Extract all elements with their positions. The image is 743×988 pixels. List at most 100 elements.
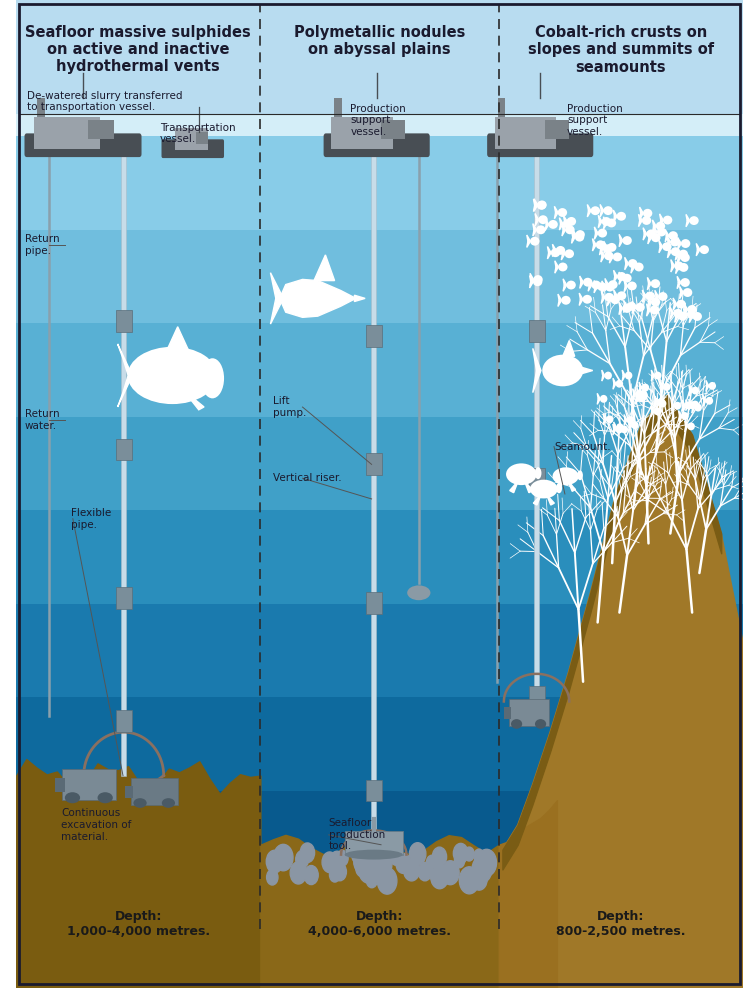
Bar — [16, 82, 743, 109]
Ellipse shape — [606, 416, 614, 424]
Circle shape — [296, 851, 308, 868]
Polygon shape — [660, 220, 663, 226]
Bar — [62, 769, 116, 800]
Polygon shape — [638, 220, 642, 226]
Circle shape — [273, 845, 293, 870]
Polygon shape — [613, 430, 616, 435]
Polygon shape — [678, 237, 681, 244]
Polygon shape — [279, 280, 356, 317]
Polygon shape — [647, 278, 651, 284]
Polygon shape — [580, 276, 583, 283]
Polygon shape — [684, 314, 687, 321]
Polygon shape — [637, 395, 640, 401]
Polygon shape — [555, 267, 559, 274]
Ellipse shape — [674, 262, 684, 271]
Polygon shape — [675, 316, 678, 322]
Bar — [16, 109, 743, 136]
Polygon shape — [659, 240, 663, 247]
Polygon shape — [601, 256, 605, 262]
Polygon shape — [619, 240, 623, 247]
Ellipse shape — [613, 253, 622, 262]
Ellipse shape — [609, 281, 617, 289]
Polygon shape — [604, 241, 607, 247]
Circle shape — [455, 854, 464, 867]
Polygon shape — [580, 299, 583, 305]
Bar — [16, 54, 743, 82]
Polygon shape — [646, 303, 650, 310]
Polygon shape — [559, 217, 563, 224]
Polygon shape — [183, 389, 204, 410]
Polygon shape — [647, 284, 651, 289]
Polygon shape — [684, 303, 687, 309]
Bar — [16, 511, 743, 604]
Polygon shape — [623, 306, 627, 312]
Polygon shape — [667, 242, 670, 248]
Polygon shape — [609, 257, 613, 263]
Polygon shape — [624, 420, 627, 426]
Polygon shape — [624, 286, 628, 292]
Polygon shape — [690, 310, 693, 316]
Polygon shape — [563, 221, 567, 227]
Polygon shape — [167, 327, 188, 350]
Ellipse shape — [651, 297, 661, 306]
Ellipse shape — [640, 390, 647, 398]
Ellipse shape — [535, 467, 542, 479]
Polygon shape — [653, 226, 657, 232]
Polygon shape — [651, 406, 654, 411]
Polygon shape — [553, 244, 556, 250]
Ellipse shape — [602, 217, 611, 226]
Polygon shape — [607, 299, 611, 306]
Ellipse shape — [662, 242, 672, 251]
Bar — [175, 128, 207, 150]
Polygon shape — [594, 227, 598, 233]
Bar — [16, 417, 743, 511]
Polygon shape — [613, 216, 617, 222]
Polygon shape — [602, 288, 606, 293]
Ellipse shape — [583, 294, 592, 303]
Ellipse shape — [635, 263, 643, 272]
Polygon shape — [677, 258, 681, 264]
Ellipse shape — [631, 421, 639, 429]
Ellipse shape — [663, 215, 672, 224]
Polygon shape — [625, 264, 629, 270]
Polygon shape — [665, 236, 669, 242]
Polygon shape — [682, 405, 685, 411]
Ellipse shape — [674, 402, 681, 410]
Polygon shape — [632, 307, 636, 313]
Polygon shape — [685, 421, 687, 427]
Polygon shape — [619, 234, 623, 240]
Polygon shape — [604, 247, 607, 254]
Polygon shape — [682, 400, 685, 405]
Ellipse shape — [687, 310, 696, 319]
Polygon shape — [534, 199, 538, 205]
Polygon shape — [635, 393, 638, 398]
Ellipse shape — [533, 278, 542, 287]
Bar — [16, 28, 743, 54]
FancyBboxPatch shape — [324, 133, 429, 157]
Polygon shape — [622, 370, 625, 375]
Circle shape — [330, 852, 345, 871]
Polygon shape — [527, 241, 531, 247]
Bar — [16, 0, 743, 114]
Ellipse shape — [162, 798, 175, 808]
Polygon shape — [561, 248, 565, 254]
Ellipse shape — [651, 280, 660, 288]
Bar — [116, 439, 132, 460]
Polygon shape — [629, 425, 632, 431]
Bar — [34, 118, 100, 149]
Polygon shape — [605, 279, 609, 285]
Polygon shape — [652, 370, 655, 375]
Polygon shape — [656, 398, 659, 403]
Polygon shape — [270, 273, 283, 298]
Polygon shape — [696, 243, 700, 250]
Circle shape — [334, 863, 346, 880]
Bar — [55, 779, 65, 792]
Text: Return
water.: Return water. — [25, 409, 59, 431]
Polygon shape — [677, 283, 681, 288]
FancyBboxPatch shape — [161, 139, 224, 158]
Ellipse shape — [642, 216, 652, 225]
Polygon shape — [648, 231, 652, 238]
Circle shape — [453, 844, 468, 864]
Bar — [366, 592, 382, 614]
Text: Flexible
pipe.: Flexible pipe. — [71, 508, 111, 530]
